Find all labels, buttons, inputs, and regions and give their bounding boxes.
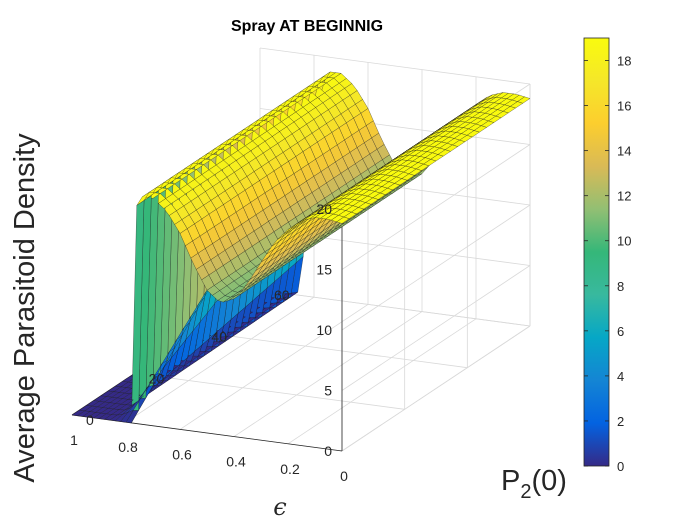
colorbar-tick-label: 0 (617, 459, 624, 474)
p2-tick-label: 60 (274, 287, 290, 303)
p2-label-tail: (0) (531, 465, 566, 497)
grid-line (287, 318, 477, 445)
x-tick-label: 0.4 (226, 454, 246, 470)
grid-line (125, 296, 315, 423)
x-tick-label: 0.6 (172, 446, 192, 462)
grid-line (197, 331, 468, 369)
colorbar-tick-label: 16 (617, 99, 631, 114)
colorbar-tick-label: 4 (617, 369, 624, 384)
chart-title: Spray AT BEGINNIG (231, 18, 383, 35)
colorbar (583, 37, 610, 467)
surface-plot (71, 71, 531, 424)
grid-line (341, 144, 531, 270)
grid-line (259, 289, 531, 327)
p2-tick-label: 20 (149, 370, 165, 386)
grid-line (233, 311, 423, 437)
grid-line (259, 47, 531, 85)
x-tick-label: 0 (340, 468, 348, 484)
p2-axis-label: P2(0) (501, 465, 567, 503)
colorbar-tick-label: 18 (617, 54, 631, 69)
x-tick-label: 0.8 (118, 439, 138, 455)
grid-line (341, 204, 531, 331)
colorbar-tick-label: 6 (617, 324, 624, 339)
colorbar-ticks: 0 2 4 6 8 10 12 14 16 18 (584, 54, 631, 474)
grid-line (134, 372, 405, 410)
colorbar-tick-label: 10 (617, 234, 631, 249)
colorbar-tick-label: 8 (617, 279, 624, 294)
z-tick-label: 5 (324, 383, 332, 399)
y-axis-label: Average Parasitoid Density (9, 133, 41, 483)
p2-label-main: P (501, 465, 520, 497)
p2-tick-label: 40 (211, 329, 227, 345)
z-tick-label: 15 (316, 262, 332, 278)
colorbar-tick-label: 2 (617, 414, 624, 429)
p2-label-sub: 2 (520, 481, 531, 503)
x-tick-label: 1 (70, 432, 78, 448)
z-tick-label: 0 (324, 443, 332, 459)
z-tick-label: 20 (316, 201, 332, 217)
colorbar-tick-label: 12 (617, 189, 631, 204)
p2-tick-label: 0 (86, 412, 94, 428)
x-tick-label: 0.2 (280, 461, 300, 477)
surface-patch (71, 410, 86, 416)
grid-line (341, 325, 531, 452)
x-axis-label: ϵ (273, 493, 286, 521)
grid-line (179, 304, 369, 430)
colorbar-tick-label: 14 (617, 144, 631, 159)
z-tick-label: 10 (316, 322, 332, 338)
grid-line (341, 265, 531, 391)
